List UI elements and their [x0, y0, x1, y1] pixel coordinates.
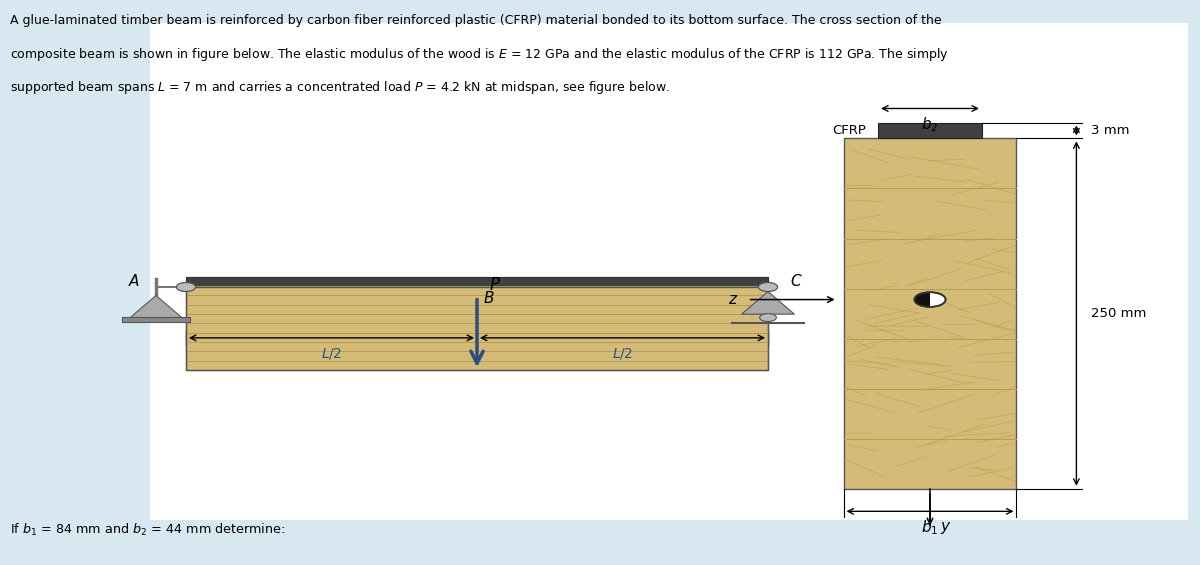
- Text: $L/2$: $L/2$: [320, 346, 342, 362]
- Text: $y$: $y$: [940, 520, 952, 536]
- Circle shape: [176, 282, 196, 292]
- Circle shape: [760, 314, 776, 321]
- Text: $L/2$: $L/2$: [612, 346, 634, 362]
- Bar: [844, 138, 1016, 489]
- Bar: [122, 317, 190, 322]
- Circle shape: [758, 282, 778, 292]
- Text: $B$: $B$: [484, 290, 494, 306]
- Text: A glue-laminated timber beam is reinforced by carbon fiber reinforced plastic (C: A glue-laminated timber beam is reinforc…: [10, 14, 941, 27]
- Text: $C$: $C$: [790, 273, 802, 289]
- Text: If $b_1$ = 84 mm and $b_2$ = 44 mm determine:: If $b_1$ = 84 mm and $b_2$ = 44 mm deter…: [10, 522, 284, 538]
- Text: 250 mm: 250 mm: [1091, 307, 1146, 320]
- Text: $z$: $z$: [727, 292, 738, 307]
- Polygon shape: [130, 295, 182, 318]
- Bar: [186, 277, 768, 370]
- Wedge shape: [914, 292, 930, 307]
- Circle shape: [914, 292, 946, 307]
- Text: $b_2$: $b_2$: [922, 115, 938, 134]
- Text: 3 mm: 3 mm: [1091, 124, 1129, 137]
- Bar: [878, 123, 982, 138]
- Bar: [186, 277, 768, 287]
- Bar: [186, 287, 768, 370]
- Text: $b_1$: $b_1$: [922, 518, 938, 537]
- Text: $A$: $A$: [128, 273, 140, 289]
- Text: supported beam spans $L$ = 7 m and carries a concentrated load $P$ = 4.2 kN at m: supported beam spans $L$ = 7 m and carri…: [10, 79, 670, 95]
- Text: CFRP: CFRP: [833, 124, 866, 137]
- Bar: [150, 23, 1188, 520]
- Text: $P$: $P$: [490, 276, 502, 294]
- Polygon shape: [742, 292, 794, 314]
- Text: composite beam is shown in figure below. The elastic modulus of the wood is $E$ : composite beam is shown in figure below.…: [10, 46, 948, 63]
